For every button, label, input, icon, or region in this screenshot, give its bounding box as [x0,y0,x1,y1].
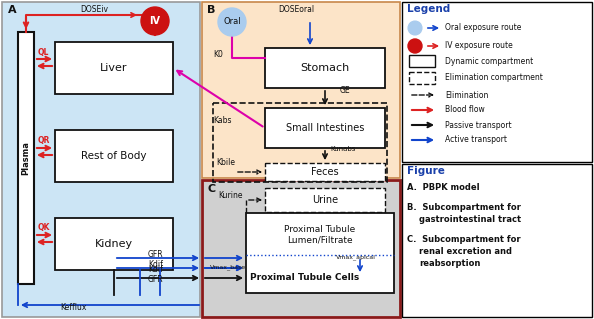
Text: Stomach: Stomach [301,63,350,73]
Text: Kdif: Kdif [148,260,163,269]
Text: Kurine: Kurine [218,191,242,200]
Bar [202,2,400,178]
Bar [2,2,200,317]
Text: IV exposure route: IV exposure route [445,41,513,50]
Text: DOSEoral: DOSEoral [278,5,314,14]
Text: Plasma: Plasma [21,141,30,175]
Bar [246,213,394,293]
Text: Oral exposure route: Oral exposure route [445,24,522,33]
Text: GE: GE [340,86,350,95]
Text: Proximal Tubule Cells: Proximal Tubule Cells [251,273,359,283]
Text: DOSEiv: DOSEiv [80,5,108,14]
Text: K0: K0 [213,50,223,59]
Text: Kdif: Kdif [148,265,163,274]
Text: Kbile: Kbile [216,158,235,167]
Bar [265,188,385,212]
Bar [55,130,173,182]
Text: Proximal Tubule: Proximal Tubule [285,226,356,234]
Text: C.  Subcompartment for: C. Subcompartment for [407,235,520,244]
Text: Blood flow: Blood flow [445,106,485,115]
Circle shape [408,39,422,53]
Text: GFR: GFR [148,275,163,284]
Text: B.  Subcompartment for: B. Subcompartment for [407,203,521,212]
Circle shape [408,21,422,35]
Text: Kidney: Kidney [95,239,133,249]
Text: QR: QR [38,136,50,145]
Text: Dynamic compartment: Dynamic compartment [445,56,533,65]
Text: Liver: Liver [100,63,128,73]
Text: QL: QL [38,48,49,57]
Bar [265,163,385,181]
Text: Figure: Figure [407,166,445,176]
Text: Kefflux: Kefflux [60,303,86,312]
Bar [402,2,592,162]
Bar [202,180,400,317]
Text: Vmax_apical: Vmax_apical [336,254,376,260]
Text: Elimination: Elimination [445,91,488,100]
Bar [55,218,173,270]
Text: Kunabs: Kunabs [330,146,355,152]
Text: Small Intestines: Small Intestines [286,123,364,133]
Text: Vmax_base: Vmax_base [210,264,246,270]
Text: IV: IV [150,16,160,26]
Bar [265,108,385,148]
Text: Kabs: Kabs [213,116,232,125]
Text: gastrointestinal tract: gastrointestinal tract [419,215,521,224]
Bar [213,103,387,182]
Text: A.  PBPK model: A. PBPK model [407,183,479,192]
Text: reabsorption: reabsorption [419,259,481,268]
Bar [409,55,435,67]
Bar [402,164,592,317]
Text: QK: QK [38,223,50,232]
Text: Active transport: Active transport [445,136,507,145]
Text: Feces: Feces [311,167,339,177]
Text: Lumen/Filtrate: Lumen/Filtrate [287,235,353,244]
Bar [265,48,385,88]
Text: Urine: Urine [312,195,338,205]
Text: A: A [8,5,17,15]
Text: B: B [207,5,216,15]
Text: Passive transport: Passive transport [445,121,511,130]
Text: Rest of Body: Rest of Body [81,151,147,161]
Bar [409,72,435,84]
Text: Oral: Oral [223,18,241,26]
Circle shape [218,8,246,36]
Text: renal excretion and: renal excretion and [419,247,512,256]
Text: C: C [207,184,215,194]
Bar [55,42,173,94]
Text: Elimination compartment: Elimination compartment [445,73,543,83]
Bar [18,32,34,284]
Text: GFR: GFR [148,250,163,259]
Circle shape [141,7,169,35]
Text: Legend: Legend [407,4,450,14]
